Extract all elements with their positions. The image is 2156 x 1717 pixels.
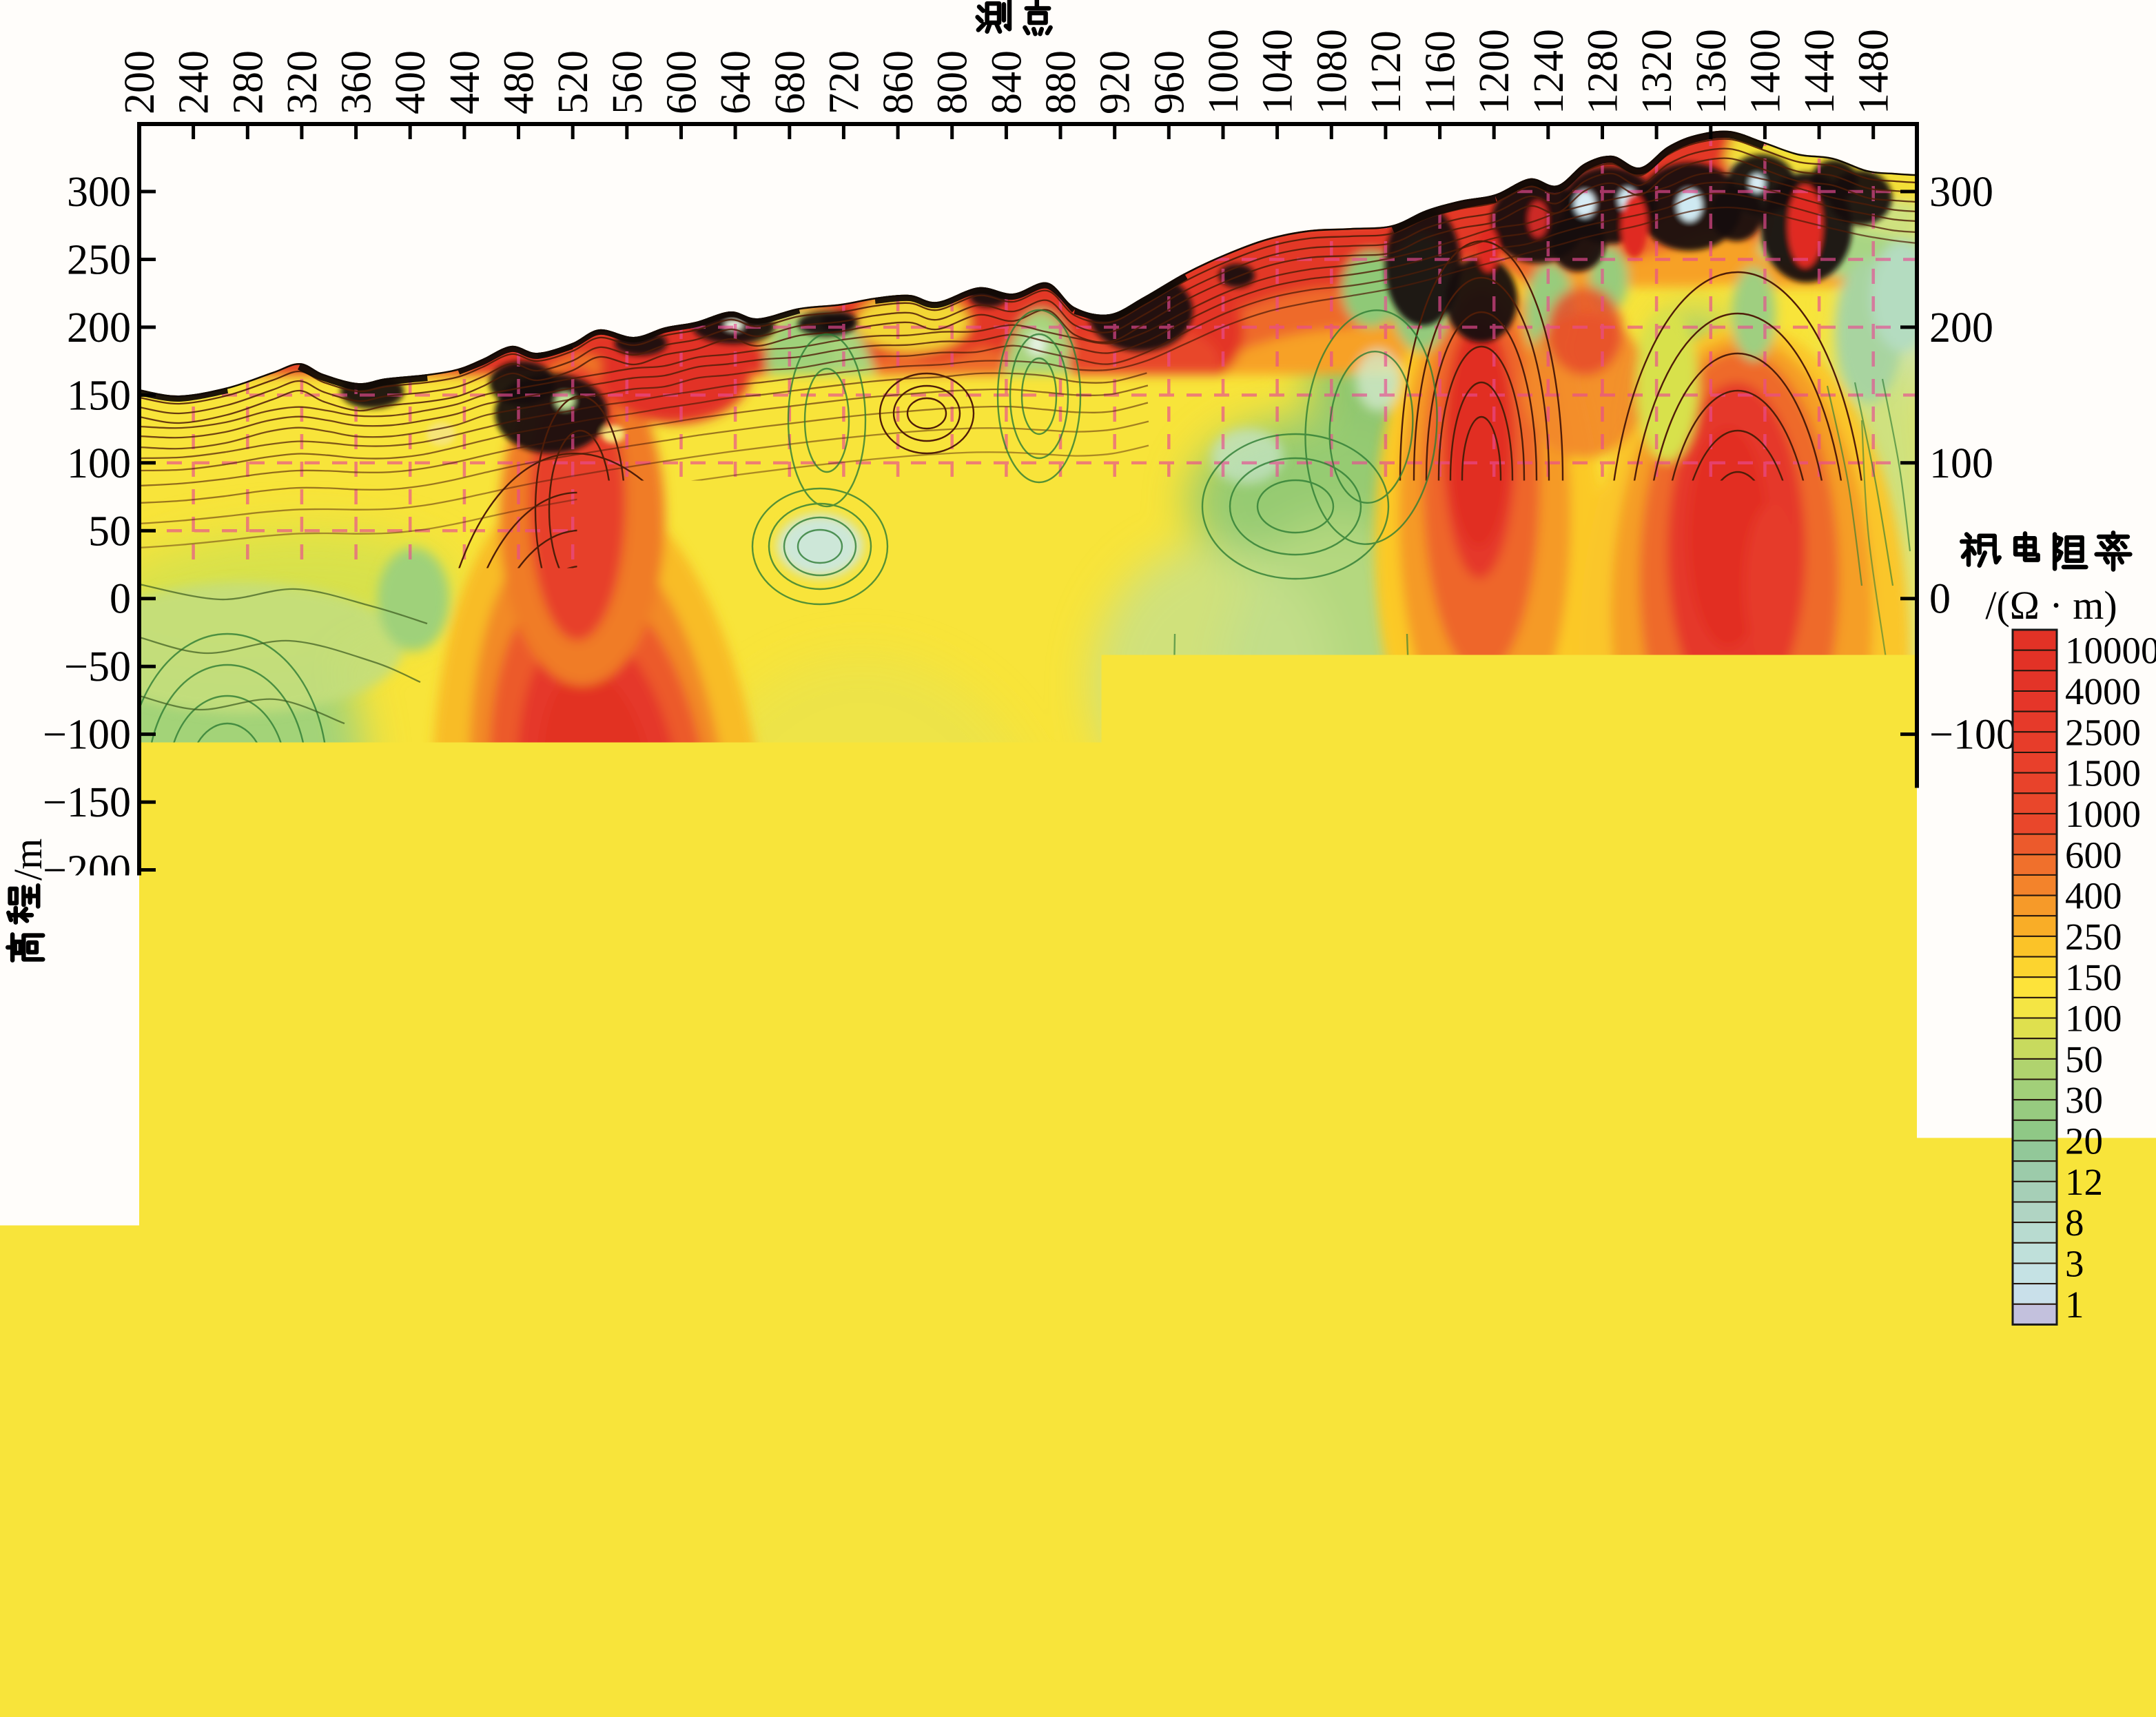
svg-text:2500: 2500 [2065, 711, 2141, 753]
svg-text:200: 200 [107, 1688, 172, 1717]
svg-text:1040: 1040 [1255, 29, 1302, 114]
svg-text:200: 200 [1929, 305, 1993, 351]
svg-text:200: 200 [67, 305, 131, 351]
svg-text:250: 250 [2065, 916, 2122, 958]
svg-text:−600: −600 [43, 1390, 131, 1437]
svg-text:−700: −700 [43, 1525, 131, 1572]
svg-text:−350: −350 [43, 1051, 131, 1098]
svg-text:960: 960 [1146, 50, 1193, 114]
svg-text:360: 360 [333, 50, 380, 114]
svg-text:1300: 1300 [1587, 1688, 1672, 1717]
svg-text:1500: 1500 [1858, 1688, 1943, 1717]
svg-text:680: 680 [767, 50, 814, 114]
svg-text:1160: 1160 [1417, 30, 1464, 114]
svg-text:30: 30 [2065, 1079, 2103, 1121]
svg-text:0: 0 [1929, 576, 1951, 623]
svg-text:300: 300 [243, 1688, 307, 1717]
svg-text:−450: −450 [43, 1186, 131, 1233]
svg-text:0: 0 [110, 576, 131, 623]
svg-text:1500: 1500 [2065, 752, 2141, 794]
svg-text:−550: −550 [43, 1322, 131, 1369]
svg-text:1400: 1400 [1722, 1688, 1807, 1717]
svg-text:640: 640 [712, 50, 759, 114]
svg-text:/m: /m [6, 839, 50, 881]
svg-text:250: 250 [67, 237, 131, 284]
svg-text:320: 320 [279, 50, 326, 114]
svg-text:600: 600 [659, 50, 706, 114]
svg-text:−100: −100 [43, 712, 131, 759]
svg-text:800: 800 [920, 1688, 984, 1717]
svg-text:−750: −750 [43, 1594, 131, 1641]
svg-text:−200: −200 [43, 847, 131, 894]
svg-text:−650: −650 [43, 1458, 131, 1505]
svg-text:8: 8 [2065, 1202, 2084, 1244]
svg-text:860: 860 [875, 50, 922, 114]
svg-text:280: 280 [225, 50, 271, 114]
svg-text:880: 880 [1038, 50, 1085, 114]
svg-text:−500: −500 [1929, 1254, 2018, 1301]
svg-text:600: 600 [649, 1688, 713, 1717]
svg-text:−400: −400 [1929, 1118, 2018, 1165]
svg-text:50: 50 [2065, 1038, 2103, 1080]
svg-text:200: 200 [116, 50, 163, 114]
svg-text:20: 20 [2065, 1120, 2103, 1162]
svg-text:3: 3 [2065, 1243, 2084, 1285]
svg-text:−50: −50 [64, 644, 131, 690]
svg-text:520: 520 [550, 50, 597, 114]
svg-text:400: 400 [2065, 875, 2122, 917]
svg-text:10000: 10000 [2065, 630, 2156, 672]
svg-text:150: 150 [2065, 956, 2122, 998]
svg-text:−700: −700 [1929, 1525, 2018, 1572]
svg-text:1400: 1400 [1742, 29, 1789, 114]
svg-text:1200: 1200 [1451, 1688, 1537, 1717]
svg-text:−200: −200 [1929, 847, 2018, 894]
svg-text:100: 100 [1929, 440, 1993, 487]
svg-text:1200: 1200 [1471, 29, 1518, 114]
svg-text:1480: 1480 [1851, 29, 1898, 114]
svg-text:1000: 1000 [1200, 29, 1247, 114]
svg-text:−250: −250 [43, 915, 131, 962]
svg-text:300: 300 [67, 169, 131, 216]
svg-text:4000: 4000 [2065, 670, 2141, 712]
svg-text:−100: −100 [1929, 712, 2018, 759]
svg-text:−300: −300 [1929, 983, 2018, 1030]
svg-text:1: 1 [2065, 1284, 2084, 1326]
svg-text:840: 840 [983, 50, 1030, 114]
svg-text:150: 150 [67, 372, 131, 419]
svg-text:800: 800 [930, 50, 976, 114]
svg-text:12: 12 [2065, 1161, 2103, 1203]
svg-text:720: 720 [821, 50, 867, 114]
svg-text:100: 100 [2065, 998, 2122, 1040]
svg-text:400: 400 [378, 1688, 442, 1717]
svg-text:600: 600 [2065, 834, 2122, 876]
svg-text:700: 700 [785, 1688, 849, 1717]
svg-text:920: 920 [1092, 50, 1139, 114]
svg-text:900: 900 [1056, 1688, 1120, 1717]
svg-text:1100: 1100 [1317, 1688, 1401, 1717]
svg-text:1440: 1440 [1796, 29, 1843, 114]
svg-text:300: 300 [1929, 169, 1993, 216]
svg-text:1240: 1240 [1526, 29, 1572, 114]
svg-text:−400: −400 [43, 1118, 131, 1165]
svg-text:1000: 1000 [2065, 793, 2141, 835]
svg-text:1120: 1120 [1363, 30, 1410, 114]
svg-text:50: 50 [88, 508, 131, 555]
svg-text:240: 240 [171, 50, 218, 114]
svg-text:440: 440 [442, 50, 489, 114]
svg-text:560: 560 [604, 50, 651, 114]
svg-text:480: 480 [496, 50, 543, 114]
svg-text:/(Ω · m): /(Ω · m) [1985, 583, 2117, 628]
svg-text:400: 400 [387, 50, 434, 114]
svg-text:−150: −150 [43, 779, 131, 826]
svg-text:1360: 1360 [1688, 29, 1735, 114]
svg-text:1280: 1280 [1580, 29, 1627, 114]
svg-text:−600: −600 [1929, 1390, 2018, 1437]
svg-text:−300: −300 [43, 983, 131, 1030]
svg-text:1080: 1080 [1308, 29, 1355, 114]
svg-text:500: 500 [513, 1688, 577, 1717]
svg-text:−500: −500 [43, 1254, 131, 1301]
svg-text:100: 100 [67, 440, 131, 487]
svg-text:1000: 1000 [1180, 1688, 1266, 1717]
svg-text:1320: 1320 [1634, 29, 1681, 114]
